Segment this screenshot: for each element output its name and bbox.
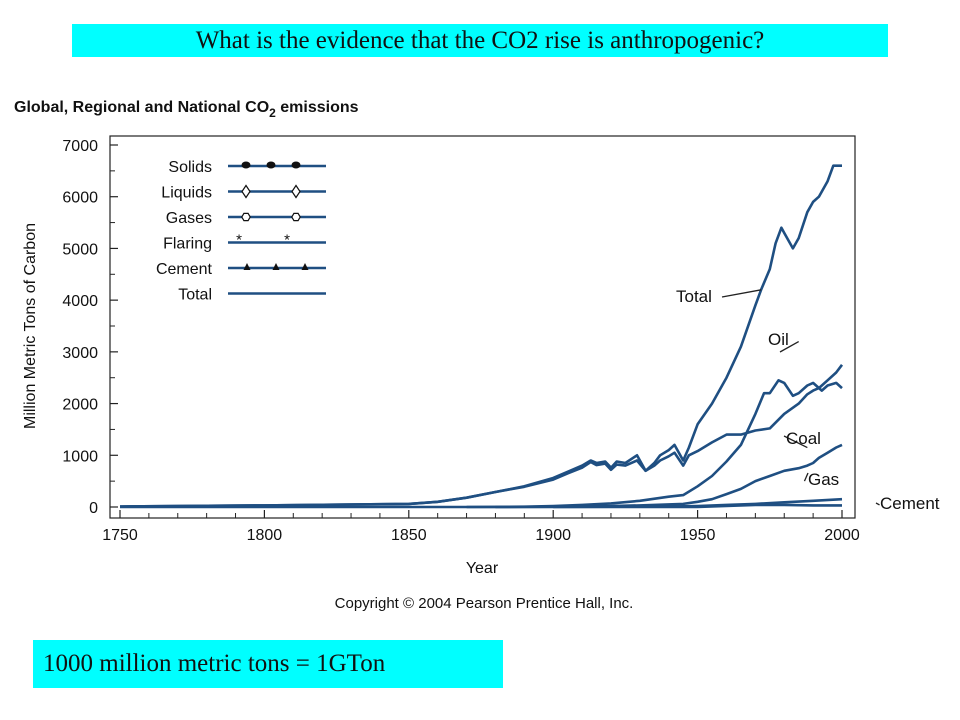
legend-item-liquids: Liquids xyxy=(161,184,326,202)
legend-marker-triangle xyxy=(272,263,280,270)
x-tick-label: 1800 xyxy=(247,527,283,544)
legend-marker-triangle xyxy=(243,263,251,270)
legend-label: Liquids xyxy=(161,185,212,202)
series-label-cement: Cement xyxy=(880,494,940,513)
label-leader-oil xyxy=(779,340,799,353)
legend-item-solids: Solids xyxy=(168,159,326,176)
legend-marker-star: * xyxy=(284,232,290,249)
y-tick-label: 1000 xyxy=(62,448,98,465)
x-tick-label: 2000 xyxy=(824,527,860,544)
series-line-total xyxy=(119,164,842,508)
legend-marker-dot xyxy=(291,161,301,169)
label-leader-total xyxy=(721,289,762,298)
legend-label: Flaring xyxy=(163,236,212,253)
legend-label: Cement xyxy=(156,261,213,278)
unit-note-banner: 1000 million metric tons = 1GTon xyxy=(33,640,503,688)
co2-emissions-chart: Global, Regional and National CO2 emissi… xyxy=(14,99,940,612)
legend-item-gases: Gases xyxy=(166,210,326,227)
slide-title-banner: What is the evidence that the CO2 rise i… xyxy=(72,24,888,57)
legend-label: Total xyxy=(178,287,212,304)
x-axis-title: Year xyxy=(466,560,499,577)
copyright-notice: Copyright © 2004 Pearson Prentice Hall, … xyxy=(335,595,634,612)
legend-item-total: Total xyxy=(178,287,326,304)
chart-title-rest: emissions xyxy=(276,99,359,116)
legend-marker-star: * xyxy=(236,232,242,249)
legend-item-cement: Cement xyxy=(156,261,326,278)
unit-note: 1000 million metric tons = 1GTon xyxy=(43,650,386,677)
y-axis-title: Million Metric Tons of Carbon xyxy=(22,223,39,429)
legend-marker-diamond xyxy=(241,184,251,199)
y-tick-label: 3000 xyxy=(62,345,98,362)
legend-item-flaring: Flaring * * xyxy=(163,232,326,253)
x-tick-label: 1850 xyxy=(391,527,427,544)
x-tick-label: 1750 xyxy=(102,527,138,544)
y-axis: 0 1000 2000 3000 4000 5000 6000 7000 xyxy=(62,138,118,517)
y-tick-label: 4000 xyxy=(62,293,98,310)
legend-marker-dot xyxy=(266,161,276,169)
series-labels: Total Oil Coal Gas Cement xyxy=(676,287,940,513)
chart-title: Global, Regional and National CO2 emissi… xyxy=(14,99,359,120)
chart-title-subscript: 2 xyxy=(269,106,276,120)
x-tick-label: 1900 xyxy=(535,527,571,544)
legend-marker-diamond xyxy=(291,184,301,199)
y-tick-label: 6000 xyxy=(62,190,98,207)
legend-label: Solids xyxy=(168,159,212,176)
series-line-flaring xyxy=(120,503,842,509)
svg-text:Global, Regional and National: Global, Regional and National CO2 emissi… xyxy=(14,99,359,120)
y-tick-label: 7000 xyxy=(62,138,98,155)
chart-title-main: Global, Regional and National CO xyxy=(14,99,269,116)
y-tick-label: 0 xyxy=(89,500,98,517)
series-line-coal xyxy=(119,364,844,508)
plot-border xyxy=(109,135,856,519)
series-line-oil xyxy=(466,378,843,509)
slide-title: What is the evidence that the CO2 rise i… xyxy=(195,26,765,54)
legend-marker-hexagon xyxy=(291,212,301,222)
series-label-total: Total xyxy=(676,287,712,306)
y-tick-label: 2000 xyxy=(62,397,98,414)
x-axis: 1750 1800 1850 1900 1950 2000 xyxy=(102,510,860,544)
series-label-coal: Coal xyxy=(786,429,821,448)
legend: Solids Liquids Gases Flaring * * Cement Total xyxy=(156,159,326,304)
legend-label: Gases xyxy=(166,210,212,227)
series-line-gas xyxy=(495,443,843,509)
plot-frame xyxy=(109,135,856,519)
label-leader-cement xyxy=(875,502,880,506)
series-label-oil: Oil xyxy=(768,330,789,349)
series-lines xyxy=(119,164,844,509)
label-leader-gas xyxy=(803,472,809,482)
legend-marker-dot xyxy=(241,161,251,169)
legend-marker-hexagon xyxy=(241,212,251,222)
legend-marker-triangle xyxy=(301,263,309,270)
y-tick-label: 5000 xyxy=(62,241,98,258)
x-tick-label: 1950 xyxy=(680,527,716,544)
series-label-gas: Gas xyxy=(808,470,839,489)
label-leader-coal xyxy=(783,435,808,449)
